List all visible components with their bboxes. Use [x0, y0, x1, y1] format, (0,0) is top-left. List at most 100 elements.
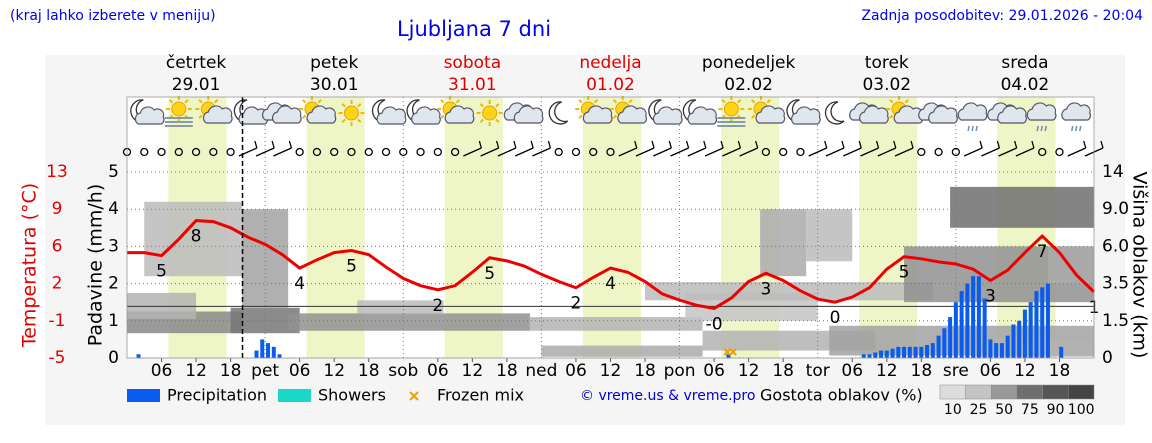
cloud-cell	[288, 313, 530, 331]
x-tick-label: 12	[185, 361, 207, 381]
wind-barb-tick	[1083, 140, 1087, 149]
cloud-legend-swatch	[965, 384, 992, 400]
x-tick-label: 06	[289, 361, 311, 381]
wind-barb	[842, 147, 862, 157]
precip-bar	[861, 354, 866, 358]
icon-drop	[967, 125, 970, 132]
plot-frame	[126, 96, 1095, 359]
wind-barb-tick	[910, 140, 914, 149]
icon-cloud	[859, 105, 889, 124]
temperature-label: 2	[571, 294, 582, 314]
precip-bar	[254, 350, 259, 358]
icon-ray	[495, 118, 500, 123]
wind-barb-tick	[1014, 140, 1018, 149]
cloud-cell	[529, 317, 703, 331]
icon-ray	[357, 118, 362, 123]
y-tick-label: 4	[108, 199, 119, 219]
precip-bar	[930, 343, 935, 358]
precip-bar	[1045, 283, 1050, 358]
wind-barb	[981, 147, 1000, 157]
wind-barb-tick	[858, 140, 862, 149]
icon-ray	[341, 118, 346, 123]
precip-bar	[1005, 335, 1010, 358]
wind-barb-tick	[530, 140, 534, 149]
wind-barb-tick	[841, 140, 845, 149]
wind-calm	[1055, 147, 1064, 157]
wind-barb	[877, 147, 897, 157]
day-name: četrtek	[166, 53, 227, 73]
icon-cloud	[617, 105, 648, 124]
wind-barb-tick	[703, 140, 707, 149]
x-tick-label: 06	[841, 361, 863, 381]
frozen-mix-marker	[723, 348, 732, 356]
x-tick-label: 06	[703, 361, 725, 381]
frozen-mix-marker	[729, 348, 737, 356]
legend-label: Precipitation	[167, 386, 267, 405]
icon-drop	[1036, 125, 1039, 132]
wind-barb	[808, 147, 827, 157]
wind-barb	[1015, 147, 1035, 157]
precip-bar	[1040, 287, 1045, 358]
wind-barb-tick	[979, 140, 983, 149]
x-tick-label: 06	[980, 361, 1002, 381]
x-tick-label: pon	[664, 361, 696, 381]
wind-barb	[825, 147, 845, 157]
x-tick-label: 18	[358, 361, 380, 381]
wind-barb-tick	[875, 140, 880, 149]
temperature-label: 8	[191, 227, 202, 247]
icon-cloud	[997, 105, 1027, 124]
cloud-cell	[806, 209, 853, 262]
temp-tick-label: -1	[49, 311, 66, 331]
icon-ray	[721, 99, 726, 104]
wind-barb	[532, 147, 551, 157]
wind-calm	[330, 147, 339, 157]
wind-barb-tick	[720, 140, 724, 149]
temp-tick-label: 2	[52, 274, 63, 294]
cloud-legend-title: Gostota oblakov (%)	[760, 386, 923, 405]
cloud-legend-label: 90	[1047, 402, 1065, 418]
icon-ray	[479, 118, 484, 123]
day-name: ponedeljek	[702, 53, 796, 73]
wind-calm	[191, 147, 201, 157]
precip-bar	[1028, 302, 1033, 358]
wind-barb	[860, 147, 879, 157]
x-tick-label: 12	[738, 361, 760, 381]
icon-ray	[302, 114, 307, 119]
temperature-label: 2	[432, 296, 443, 316]
x-tick-label: 18	[772, 361, 794, 381]
wind-barb-tick	[478, 140, 482, 149]
icon-ray	[495, 103, 500, 108]
y-tick-label: 2	[108, 274, 119, 294]
x-tick-label: 18	[1049, 361, 1071, 381]
wind-calm	[589, 147, 598, 157]
wind-barb	[722, 147, 741, 157]
day-date: 02.02	[724, 75, 773, 95]
chart-title: Ljubljana 7 dni	[397, 17, 551, 41]
x-tick-label: 12	[876, 361, 898, 381]
wind-barb	[739, 147, 758, 157]
precip-bar	[1059, 346, 1064, 358]
precip-bar	[913, 346, 918, 358]
cloud-legend-label: 50	[995, 402, 1013, 418]
wind-barb	[514, 147, 534, 157]
icon-ray	[440, 99, 445, 104]
icon-drop	[971, 125, 974, 132]
icon-cloud	[582, 105, 613, 124]
precip-bar	[266, 343, 271, 358]
wind-barb	[670, 147, 689, 157]
y2-tick-label: 3.5	[1102, 274, 1129, 294]
wind-barb-tick	[254, 140, 258, 149]
icon-ray	[751, 99, 756, 104]
icon-ray	[737, 99, 742, 104]
temp-tick-label: -5	[49, 348, 66, 368]
precip-bar	[965, 283, 970, 358]
cloud-legend-label: 10	[944, 402, 962, 418]
icon-cloud	[376, 106, 407, 125]
temp-tick-label: 6	[52, 236, 63, 256]
temperature-label: 5	[484, 264, 495, 284]
precip-bar	[1034, 291, 1039, 358]
x-tick-label: 12	[323, 361, 345, 381]
wind-barb	[687, 147, 707, 157]
icon-ray	[628, 99, 633, 104]
cloud-cell	[541, 345, 703, 357]
